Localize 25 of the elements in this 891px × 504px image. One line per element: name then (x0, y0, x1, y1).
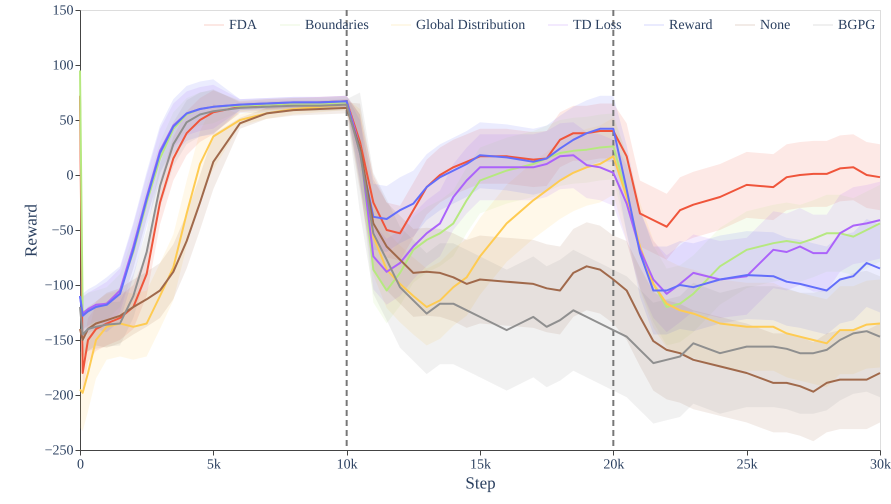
legend-label: FDA (229, 18, 258, 33)
y-tick-label: −50 (52, 224, 74, 238)
legend-label: None (760, 18, 790, 33)
x-tick-label: 0 (77, 458, 84, 472)
y-tick-label: 0 (66, 168, 74, 184)
y-tick-label: 150 (52, 4, 74, 18)
legend-label: TD Loss (573, 18, 622, 33)
y-tick-label: −200 (44, 388, 74, 404)
x-tick-label: 30k (870, 458, 891, 472)
x-axis-title: Step (465, 474, 496, 492)
legend-label: Boundaries (305, 18, 369, 33)
x-tick-label: 20k (603, 458, 624, 472)
legend-label: Global Distribution (416, 18, 526, 33)
x-tick-label: 25k (736, 458, 758, 472)
y-tick-label: −100 (44, 278, 74, 294)
y-axis-title: Reward (22, 204, 41, 257)
legend-label: Reward (669, 18, 713, 33)
y-tick-label: 50 (60, 114, 74, 128)
y-tick-label: −250 (44, 444, 74, 458)
y-tick-label: −150 (44, 334, 74, 348)
x-tick-label: 10k (336, 458, 358, 472)
legend-label: BGPG (838, 18, 876, 33)
y-tick-label: 100 (52, 58, 74, 74)
x-tick-label: 5k (206, 458, 221, 472)
x-tick-label: 15k (470, 458, 491, 472)
